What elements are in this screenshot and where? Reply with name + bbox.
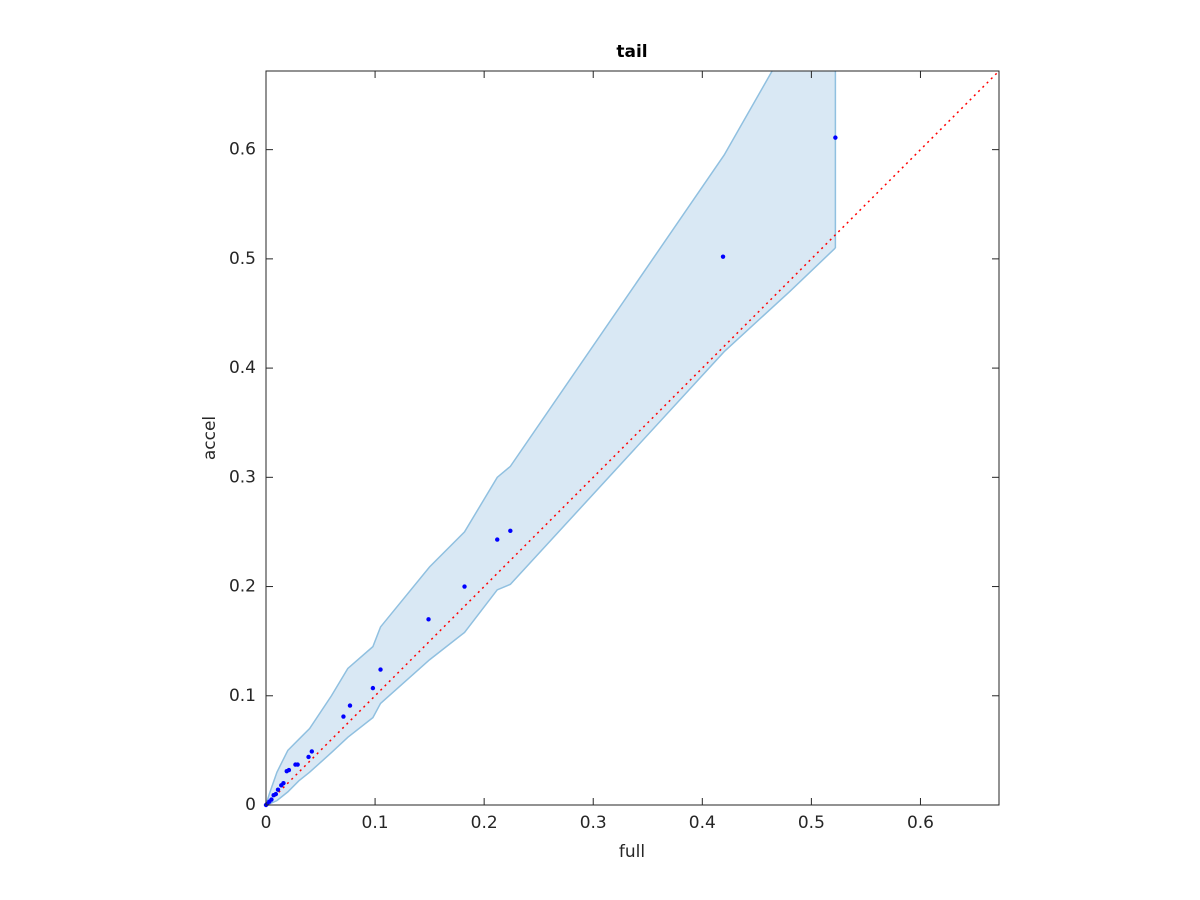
- y-tick-label: 0.6: [229, 140, 256, 160]
- x-tick-label: 0.5: [798, 813, 825, 833]
- y-tick-label: 0.2: [229, 577, 256, 597]
- data-point: [426, 617, 431, 622]
- x-tick-label: 0.1: [362, 813, 389, 833]
- reference-line: [266, 71, 999, 805]
- data-point: [720, 254, 726, 259]
- data-point: [284, 768, 289, 774]
- data-point: [462, 584, 467, 589]
- band-upper-edge: [266, 71, 773, 805]
- data-point: [347, 703, 353, 708]
- y-axis-label: accel: [200, 416, 220, 460]
- y-tick-label: 0.5: [229, 249, 256, 269]
- data-point: [271, 792, 276, 798]
- data-point: [306, 754, 311, 760]
- data-point: [370, 685, 376, 691]
- chart-title: tail: [616, 42, 647, 62]
- data-point: [275, 787, 281, 792]
- y-tick-label: 0.1: [229, 686, 256, 706]
- x-axis-label: full: [619, 842, 645, 862]
- data-point: [309, 749, 315, 754]
- plot-area: [266, 71, 999, 805]
- data-point: [279, 783, 284, 788]
- y-tick-label: 0.3: [229, 467, 256, 487]
- data-point: [293, 762, 298, 767]
- band-lower-edge: [266, 247, 836, 805]
- x-tick-label: 0.3: [580, 813, 607, 833]
- data-point: [833, 135, 838, 140]
- data-point: [378, 667, 383, 672]
- x-tick-label: 0.6: [907, 813, 934, 833]
- x-tick-label: 0.4: [689, 813, 716, 833]
- data-point: [495, 537, 500, 542]
- x-tick-label: 0.2: [471, 813, 498, 833]
- y-tick-label: 0.4: [229, 358, 256, 378]
- x-tick-label: 0: [261, 813, 272, 833]
- data-point: [508, 528, 513, 534]
- y-tick-label: 0: [245, 795, 256, 815]
- axes-box: [265, 70, 1000, 806]
- data-point: [341, 714, 346, 719]
- confidence-band: [266, 71, 836, 805]
